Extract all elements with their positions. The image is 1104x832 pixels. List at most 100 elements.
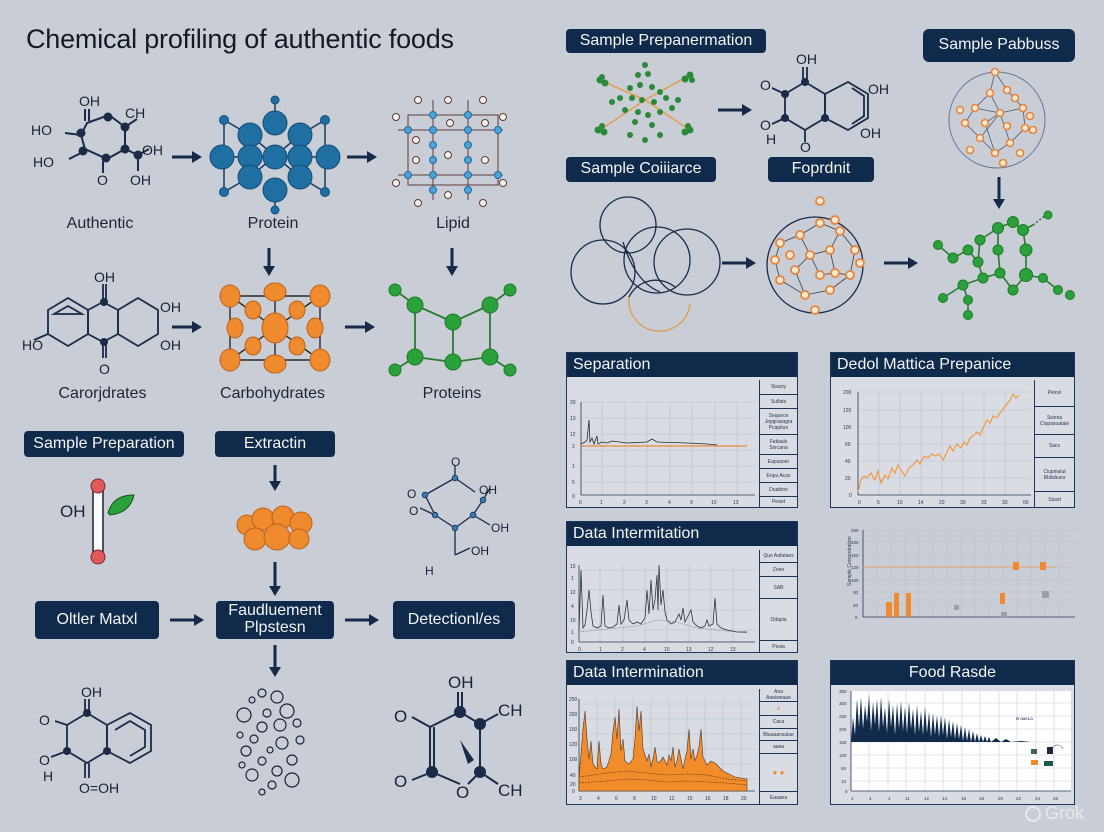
svg-text:O=OH: O=OH [79, 780, 119, 796]
svg-text:150: 150 [839, 740, 847, 745]
svg-text:OH: OH [160, 299, 181, 315]
svg-text:5: 5 [572, 480, 575, 486]
svg-text:4: 4 [571, 604, 574, 610]
arrow-right-icon [347, 151, 377, 163]
svg-text:1: 1 [599, 647, 602, 653]
svg-text:33: 33 [1002, 500, 1008, 506]
svg-text:O: O [760, 77, 771, 93]
svg-text:CH: CH [125, 105, 145, 121]
svg-text:HO: HO [33, 154, 54, 170]
protein-molecule-icon [209, 95, 341, 215]
legend-item: Ciupinalut Bblisbues [1035, 458, 1074, 492]
watermark-text: Grok [1044, 803, 1084, 823]
watermark: Grok [1024, 803, 1084, 824]
arrow-right-icon [722, 257, 756, 269]
matrix-title: Dedol Mattica Prepanice [831, 353, 1074, 377]
svg-text:OH: OH [79, 93, 100, 109]
svg-text:1: 1 [600, 500, 603, 506]
separation-panel: Separation Sisany Sulfats Sequece Jepgra… [566, 352, 798, 508]
svg-text:20: 20 [853, 603, 859, 608]
svg-text:200: 200 [851, 540, 859, 545]
arrow-down-icon [993, 177, 1005, 209]
food-rasde-panel: Food Rasde B aaeLa 350 300 250 200 150 100 … [830, 660, 1075, 805]
matrix-chart: 200 120 100 60 40 20 0 0 5 10 14 20 30 33 33 50 [843, 390, 1031, 506]
legend-item: Pesia [772, 643, 785, 650]
svg-text:100: 100 [851, 578, 859, 583]
svg-text:Sample Concentration: Sample Concentration [847, 536, 853, 586]
sample-preparation-box: Sample Preparation [24, 431, 184, 457]
svg-text:O: O [39, 712, 50, 728]
legend-item: Btaaaansulae [760, 729, 797, 741]
svg-text:100: 100 [843, 425, 852, 431]
svg-text:O: O [456, 783, 469, 802]
overlapping-circles-icon [570, 196, 721, 332]
svg-text:8: 8 [633, 796, 636, 802]
lipid-molecule-icon [392, 96, 507, 207]
svg-text:0: 0 [578, 647, 581, 653]
svg-text:5: 5 [877, 500, 880, 506]
grok-logo-icon [1024, 805, 1041, 822]
svg-text:10: 10 [841, 779, 847, 784]
svg-text:3: 3 [645, 500, 648, 506]
svg-text:O: O [409, 504, 418, 518]
svg-text:12: 12 [924, 796, 930, 801]
sample-pathways-box: Sample Pabbuss [923, 29, 1075, 62]
bubbles-icon [236, 688, 305, 796]
svg-text:OH: OH [94, 269, 115, 285]
svg-text:18: 18 [723, 796, 729, 802]
lactone-molecule-icon: OH O CH O O CH [394, 673, 523, 802]
svg-text:0: 0 [845, 789, 848, 794]
authentic-molecule-icon: OH HO CH OH HO O OH [31, 93, 163, 188]
svg-text:11: 11 [905, 796, 910, 801]
svg-text:10: 10 [570, 618, 576, 624]
svg-text:H: H [425, 564, 434, 578]
data-intermination-title: Data Intermination [567, 661, 797, 685]
svg-text:15: 15 [687, 796, 693, 802]
arrow-right-icon [345, 321, 375, 333]
legend-item: ● [760, 702, 797, 716]
arrow-right-icon [172, 151, 202, 163]
svg-text:50: 50 [1023, 500, 1029, 506]
svg-text:12: 12 [669, 796, 675, 802]
legend-item: Sisany [760, 380, 797, 395]
data-intermination-legend: Aoa Aaeiweaae ● Caca Btaaaansulae aaea ●… [759, 689, 797, 804]
fraudulent-line-2: Plpstesn [244, 619, 306, 636]
svg-text:20: 20 [998, 796, 1004, 801]
svg-text:0: 0 [571, 640, 574, 646]
orange-network-sphere-icon [948, 67, 1046, 169]
svg-text:0: 0 [855, 615, 858, 620]
legend-item: Aoa Aaeiweaae [760, 689, 797, 702]
svg-text:OH: OH [160, 337, 181, 353]
svg-text:4: 4 [643, 647, 646, 653]
svg-text:13: 13 [570, 416, 576, 422]
svg-text:250: 250 [851, 528, 859, 533]
lipid-label: Lipid [436, 215, 470, 232]
data-interpretation-chart: 15 1 12 4 10 1 0 0 1 2 4 10 13 12 13 [570, 564, 755, 653]
carbohydrate-molecule-icon [219, 282, 331, 374]
svg-text:OH: OH [60, 502, 86, 521]
protein-label: Protein [247, 215, 299, 232]
legend-item: Sequece Jepgrasagra Pcapitun [760, 409, 797, 435]
svg-text:120: 120 [851, 565, 859, 570]
svg-text:1: 1 [571, 576, 574, 582]
svg-text:B aaeLa: B aaeLa [1016, 716, 1033, 721]
legend-item: Eaaaea [769, 795, 788, 801]
svg-text:OH: OH [130, 172, 151, 188]
svg-text:O: O [760, 117, 771, 133]
separation-chart: 20 13 12 2 1 5 0 0 1 2 3 4 9 10 13 [570, 400, 755, 506]
svg-text:33: 33 [981, 500, 987, 506]
svg-text:10: 10 [897, 500, 903, 506]
svg-text:CH: CH [498, 781, 523, 800]
svg-text:OH: OH [471, 544, 489, 558]
svg-text:30: 30 [960, 500, 966, 506]
svg-text:20: 20 [570, 782, 576, 788]
svg-text:24: 24 [1035, 796, 1041, 801]
svg-text:OH: OH [491, 521, 509, 535]
legend-item: Sulfats [760, 395, 797, 409]
svg-text:9: 9 [690, 500, 693, 506]
svg-text:4: 4 [597, 796, 600, 802]
legend-item: Peant [771, 499, 786, 505]
